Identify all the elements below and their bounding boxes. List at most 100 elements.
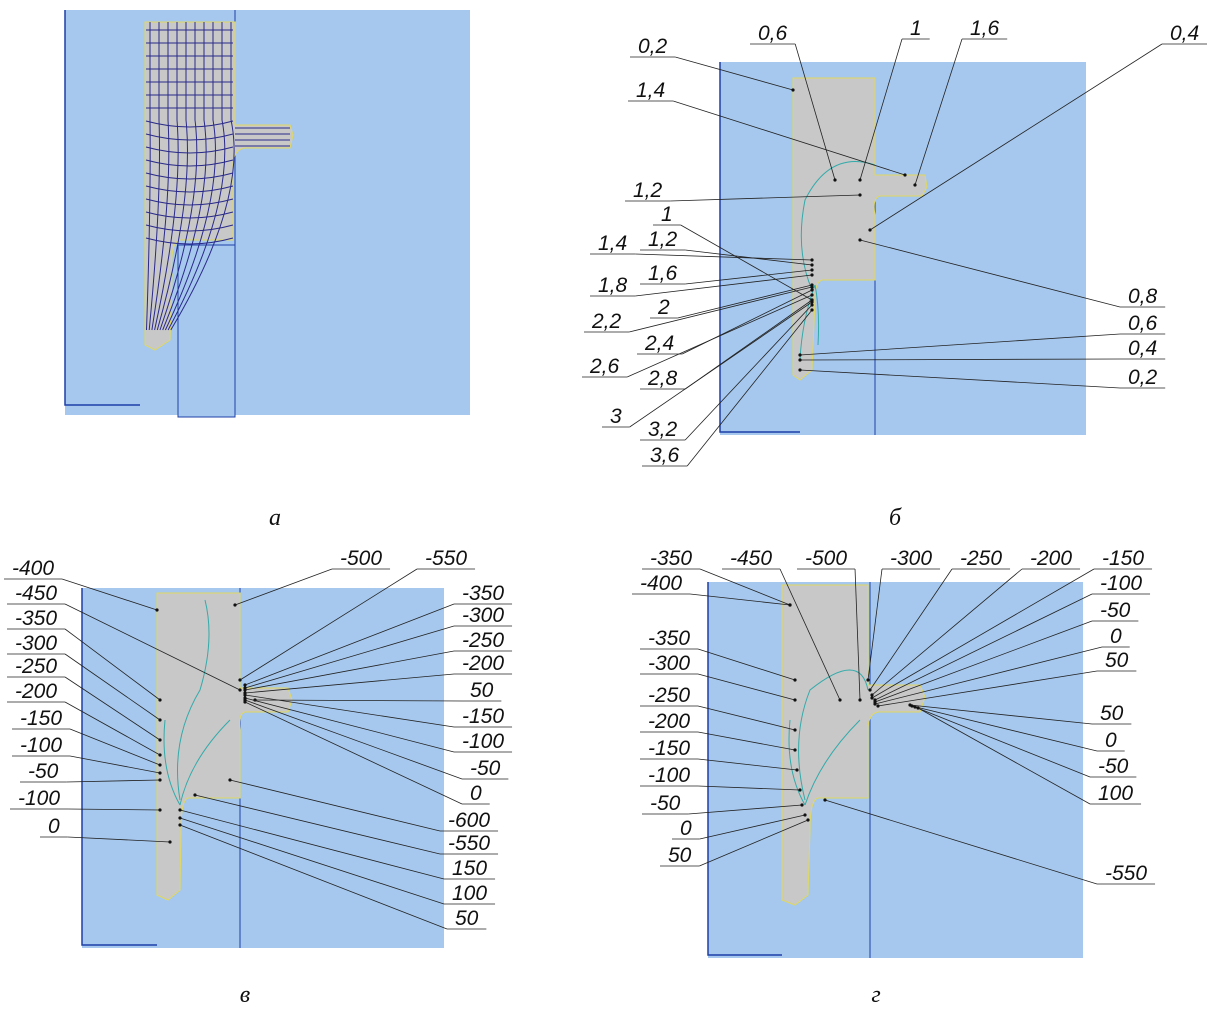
leader-dot xyxy=(868,688,871,691)
value-label: -100 xyxy=(20,734,62,757)
leader-dot xyxy=(800,803,803,806)
value-label: 0 xyxy=(680,817,692,840)
leader-dot xyxy=(243,693,246,696)
value-label: 1,6 xyxy=(970,17,1000,40)
value-label: -50 xyxy=(1100,599,1131,622)
value-label: -100 xyxy=(18,787,60,810)
value-label: 100 xyxy=(452,882,487,905)
value-label: -150 xyxy=(20,707,62,730)
value-label: 2,4 xyxy=(644,332,674,355)
leader-dot xyxy=(810,268,813,271)
value-label: 3,2 xyxy=(648,418,678,441)
value-label: 50 xyxy=(455,907,479,930)
leader-dot xyxy=(810,285,813,288)
value-label: 50 xyxy=(470,679,494,702)
value-label: 0,2 xyxy=(638,35,668,58)
value-label: 1,2 xyxy=(648,228,678,251)
leader-dot xyxy=(178,808,181,811)
value-label: -50 xyxy=(1098,755,1129,778)
value-label: -550 xyxy=(1105,862,1147,885)
leader-dot xyxy=(793,678,796,681)
leader-dot xyxy=(793,698,796,701)
leader-dot xyxy=(243,688,246,691)
value-label: -300 xyxy=(15,632,57,655)
value-label: 100 xyxy=(1098,782,1133,805)
leader-dot xyxy=(913,183,916,186)
leader-dot xyxy=(810,288,813,291)
leader-dot xyxy=(870,696,873,699)
value-label: -500 xyxy=(340,547,382,570)
leader-dot xyxy=(158,718,161,721)
leader-dot xyxy=(793,728,796,731)
leader-dot xyxy=(788,603,791,606)
value-label: -300 xyxy=(648,652,690,675)
value-label: -150 xyxy=(1102,547,1144,570)
value-label: 0,6 xyxy=(758,22,788,45)
value-label: 2,6 xyxy=(589,355,620,378)
leader-dot xyxy=(238,678,241,681)
die xyxy=(65,10,470,415)
value-label: -250 xyxy=(648,684,690,707)
panel-v xyxy=(82,588,444,948)
value-label: 1,2 xyxy=(633,179,663,202)
value-label: -550 xyxy=(425,547,467,570)
value-label: 50 xyxy=(1100,702,1124,725)
punch xyxy=(178,245,235,417)
value-label: 2 xyxy=(657,296,670,319)
leader-dot xyxy=(810,308,813,311)
leader-dot xyxy=(810,258,813,261)
leader-dot xyxy=(838,698,841,701)
leader-dot xyxy=(798,353,801,356)
value-label: -250 xyxy=(960,547,1002,570)
value-label: 1 xyxy=(661,203,673,226)
value-label: 50 xyxy=(668,844,692,867)
value-label: -50 xyxy=(470,757,501,780)
caption: в xyxy=(240,982,250,1008)
panel-a xyxy=(65,10,470,417)
value-label: 1,8 xyxy=(598,274,628,297)
leader-dot xyxy=(158,778,161,781)
leader-dot xyxy=(858,238,861,241)
caption: г xyxy=(871,982,880,1008)
value-label: -150 xyxy=(462,705,504,728)
leader-dot xyxy=(858,698,861,701)
value-label: 0,4 xyxy=(1170,22,1199,45)
value-label: 2,2 xyxy=(591,310,622,333)
value-label: -100 xyxy=(648,764,690,787)
value-label: -450 xyxy=(15,582,57,605)
caption: б xyxy=(889,505,902,531)
value-label: -350 xyxy=(648,627,690,650)
value-label: 0 xyxy=(48,815,60,838)
leader-dot xyxy=(913,705,916,708)
leader-dot xyxy=(868,228,871,231)
caption: а xyxy=(269,505,281,531)
leader-dot xyxy=(910,704,913,707)
value-label: 0 xyxy=(470,782,482,805)
value-label: -200 xyxy=(15,680,57,703)
leader-dot xyxy=(810,263,813,266)
value-label: -400 xyxy=(12,557,54,580)
leader-dot xyxy=(791,88,794,91)
punch xyxy=(822,280,1086,435)
leader-dot xyxy=(870,693,873,696)
leader-dot xyxy=(158,771,161,774)
leader-dot xyxy=(833,178,836,181)
value-label: -450 xyxy=(730,547,772,570)
leader-dot xyxy=(866,678,869,681)
punch xyxy=(818,800,1083,958)
leader-dot xyxy=(233,603,236,606)
leader-dot xyxy=(795,768,798,771)
value-label: -150 xyxy=(648,737,690,760)
leader-dot xyxy=(916,706,919,709)
value-label: 50 xyxy=(1105,649,1129,672)
leader-dot xyxy=(158,738,161,741)
leader-dot xyxy=(810,300,813,303)
value-label: -400 xyxy=(640,572,682,595)
leader-dot xyxy=(858,193,861,196)
leader-dot xyxy=(168,840,171,843)
value-label: -350 xyxy=(15,607,57,630)
value-label: 3 xyxy=(610,405,622,428)
leader-dot xyxy=(858,178,861,181)
value-label: -100 xyxy=(462,730,504,753)
leader-dot xyxy=(158,763,161,766)
